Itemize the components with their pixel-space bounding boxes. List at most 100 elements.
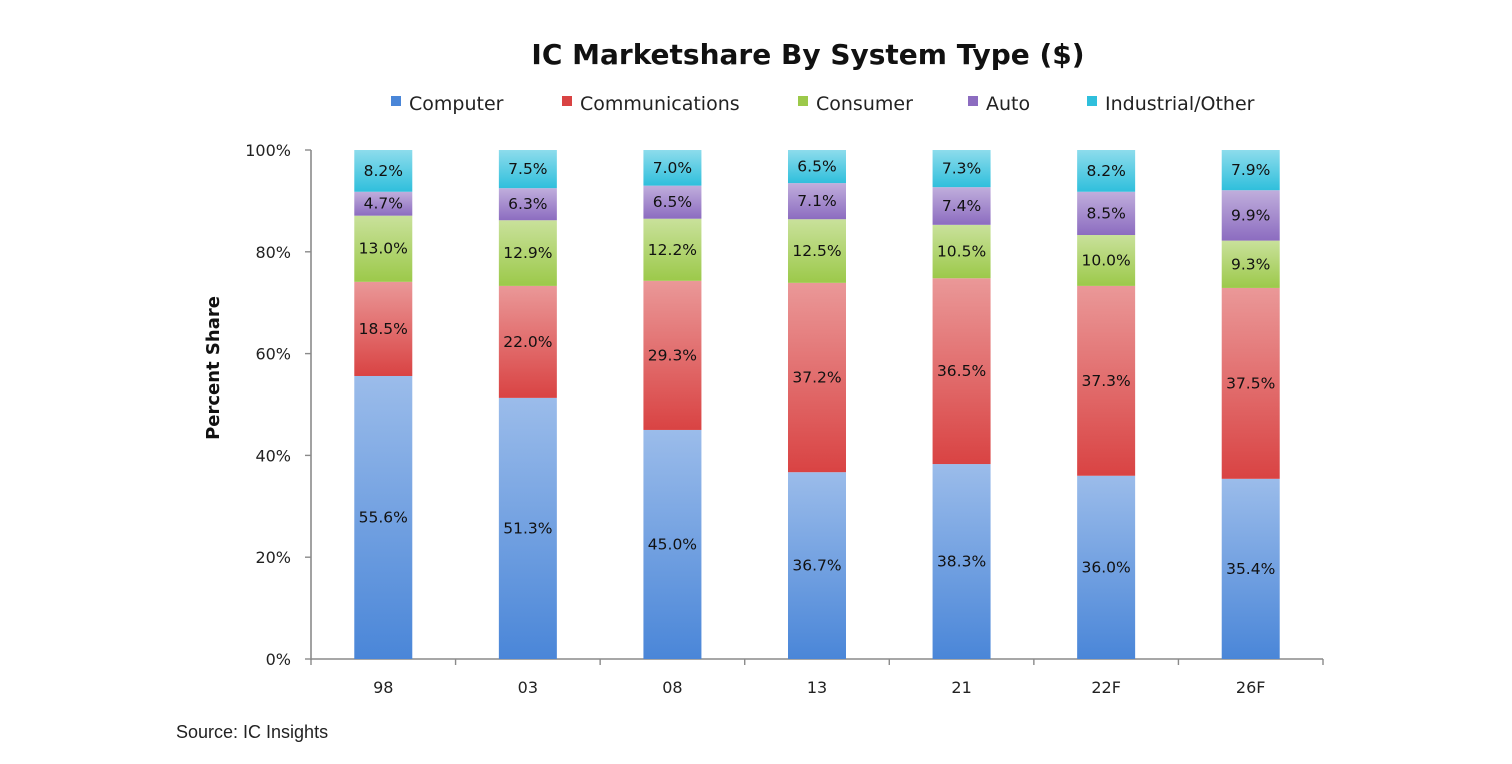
bar-consumer-13 <box>788 219 846 283</box>
bar-industrial-other-08 <box>643 150 702 186</box>
bar-communications-21 <box>932 278 991 465</box>
data-label-communications-26f: 37.5% <box>1226 374 1275 392</box>
bar-communications-08 <box>643 280 702 430</box>
y-tick-label: 40% <box>255 446 291 465</box>
x-tick-label: 22F <box>1091 678 1121 697</box>
legend-label-consumer: Consumer <box>816 93 913 115</box>
data-label-consumer-98: 13.0% <box>359 240 408 258</box>
bar-consumer-26f <box>1221 240 1280 288</box>
data-label-industrial-other-03: 7.5% <box>508 160 547 178</box>
data-label-communications-98: 18.5% <box>359 320 408 338</box>
y-tick-label: 80% <box>255 243 291 262</box>
data-label-communications-21: 36.5% <box>937 362 986 380</box>
bar-industrial-other-98 <box>354 150 413 192</box>
data-label-industrial-other-98: 8.2% <box>364 162 403 180</box>
legend-swatch-auto <box>968 96 978 106</box>
data-label-auto-08: 6.5% <box>653 193 692 211</box>
data-label-consumer-26f: 9.3% <box>1231 255 1270 273</box>
data-label-communications-03: 22.0% <box>503 333 552 351</box>
bar-computer-03 <box>498 397 557 659</box>
bar-computer-21 <box>932 464 991 659</box>
legend-swatch-consumer <box>798 96 808 106</box>
data-label-consumer-13: 12.5% <box>792 242 841 260</box>
bar-industrial-other-22f <box>1077 150 1136 192</box>
y-axis-label: Percent Share <box>203 296 224 440</box>
x-tick-label: 98 <box>373 678 393 697</box>
bar-auto-08 <box>643 185 702 219</box>
data-label-auto-98: 4.7% <box>364 195 403 213</box>
data-label-auto-22f: 8.5% <box>1086 204 1125 222</box>
x-tick-label: 26F <box>1236 678 1266 697</box>
data-label-consumer-08: 12.2% <box>648 241 697 259</box>
data-label-industrial-other-26f: 7.9% <box>1231 161 1270 179</box>
legend-label-industrial-other: Industrial/Other <box>1105 93 1255 115</box>
legend-label-communications: Communications <box>580 93 740 115</box>
data-label-auto-13: 7.1% <box>797 192 836 210</box>
data-label-computer-13: 36.7% <box>792 557 841 575</box>
bar-communications-13 <box>788 282 846 473</box>
data-label-industrial-other-08: 7.0% <box>653 159 692 177</box>
data-label-auto-03: 6.3% <box>508 195 547 213</box>
y-tick-label: 0% <box>266 650 291 669</box>
bar-auto-03 <box>498 188 557 221</box>
bar-industrial-other-21 <box>932 150 991 188</box>
x-tick-label: 08 <box>662 678 682 697</box>
data-label-consumer-22f: 10.0% <box>1082 251 1131 269</box>
data-label-consumer-03: 12.9% <box>503 244 552 262</box>
data-label-communications-08: 29.3% <box>648 346 697 364</box>
chart-title: IC Marketshare By System Type ($) <box>531 38 1084 71</box>
bar-computer-98 <box>354 375 413 659</box>
bar-consumer-03 <box>498 220 557 286</box>
bar-industrial-other-26f <box>1221 150 1280 191</box>
bar-computer-26f <box>1221 478 1280 659</box>
data-label-communications-13: 37.2% <box>792 369 841 387</box>
bars <box>354 150 1280 659</box>
bar-communications-03 <box>498 285 557 398</box>
bar-communications-26f <box>1221 287 1280 479</box>
bar-consumer-21 <box>932 224 991 279</box>
bar-computer-22f <box>1077 475 1136 659</box>
y-tick-label: 20% <box>255 548 291 567</box>
bar-consumer-98 <box>354 215 413 282</box>
data-label-computer-22f: 36.0% <box>1082 558 1131 576</box>
bar-communications-22f <box>1077 285 1136 476</box>
data-label-auto-21: 7.4% <box>942 197 981 215</box>
data-label-computer-03: 51.3% <box>503 519 552 537</box>
data-label-auto-26f: 9.9% <box>1231 206 1270 224</box>
legend: Computer Communications Consumer Auto Indust… <box>391 93 1255 115</box>
bar-auto-22f <box>1077 191 1136 236</box>
bar-communications-98 <box>354 281 413 376</box>
data-label-computer-98: 55.6% <box>359 508 408 526</box>
y-tick-label: 100% <box>245 141 291 160</box>
data-label-communications-22f: 37.3% <box>1082 372 1131 390</box>
data-label-industrial-other-13: 6.5% <box>797 158 836 176</box>
x-tick-label: 03 <box>518 678 538 697</box>
legend-swatch-computer <box>391 96 401 106</box>
axes: 0% 20% 40% 60% 80% 100% 98 03 08 13 21 22F 26F <box>245 141 1324 697</box>
bar-auto-26f <box>1221 190 1280 241</box>
bar-consumer-08 <box>643 218 702 281</box>
data-label-industrial-other-21: 7.3% <box>942 160 981 178</box>
data-label-industrial-other-22f: 8.2% <box>1086 162 1125 180</box>
bar-auto-98 <box>354 191 413 216</box>
bar-auto-13 <box>788 183 846 220</box>
bar-consumer-22f <box>1077 235 1136 286</box>
legend-label-auto: Auto <box>986 93 1030 115</box>
data-label-computer-21: 38.3% <box>937 553 986 571</box>
x-tick-label: 21 <box>951 678 971 697</box>
legend-swatch-communications <box>562 96 572 106</box>
bar-industrial-other-03 <box>498 150 557 189</box>
data-label-computer-26f: 35.4% <box>1226 560 1275 578</box>
y-tick-label: 60% <box>255 345 291 364</box>
bar-computer-13 <box>788 472 846 659</box>
bar-auto-21 <box>932 187 991 225</box>
bar-computer-08 <box>643 429 702 659</box>
legend-label-computer: Computer <box>409 93 504 115</box>
source-note: Source: IC Insights <box>176 722 329 742</box>
data-label-consumer-21: 10.5% <box>937 243 986 261</box>
x-tick-label: 13 <box>807 678 827 697</box>
data-labels: 55.6% 18.5% 13.0% 4.7% 8.2% 51.3% 22.0% 12.9% 6.… <box>359 158 1276 578</box>
bar-industrial-other-13 <box>788 150 846 184</box>
legend-swatch-industrial-other <box>1087 96 1097 106</box>
